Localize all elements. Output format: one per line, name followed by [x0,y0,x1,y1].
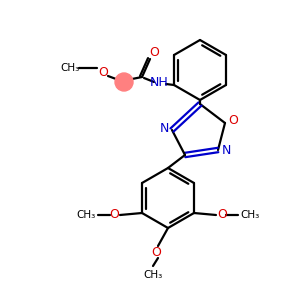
Text: CH₃: CH₃ [143,270,163,280]
Text: O: O [109,208,119,220]
Text: O: O [149,46,159,59]
Circle shape [115,73,133,91]
Text: O: O [98,65,108,79]
Text: O: O [151,247,161,260]
Text: NH: NH [150,76,168,89]
Text: CH₃: CH₃ [60,63,80,73]
Text: CH₃: CH₃ [76,210,96,220]
Text: O: O [228,115,238,128]
Text: N: N [221,143,231,157]
Text: N: N [159,122,169,136]
Text: CH₃: CH₃ [240,210,260,220]
Text: O: O [217,208,227,220]
